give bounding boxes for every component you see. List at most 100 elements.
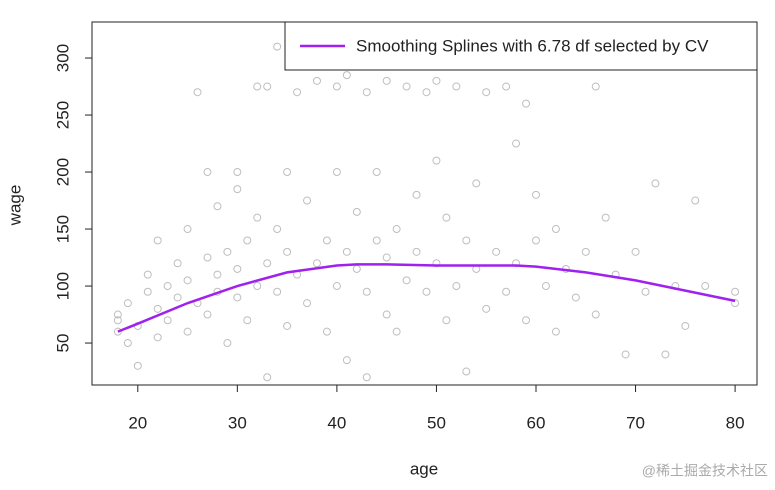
point <box>173 259 182 268</box>
point <box>263 82 272 91</box>
point <box>263 373 272 382</box>
point <box>681 321 690 330</box>
point <box>531 190 540 199</box>
point <box>273 42 282 51</box>
point <box>402 276 411 285</box>
point <box>512 139 521 148</box>
point <box>303 196 312 205</box>
point <box>452 282 461 291</box>
y-tick-label: 150 <box>53 215 72 243</box>
point <box>123 339 132 348</box>
plot-frame <box>91 21 758 386</box>
legend-label: Smoothing Splines with 6.78 df selected … <box>356 36 709 55</box>
x-tick-label: 70 <box>626 413 645 432</box>
point <box>243 236 252 245</box>
point <box>531 236 540 245</box>
point <box>541 282 550 291</box>
point <box>342 356 351 365</box>
point <box>591 310 600 319</box>
point <box>312 76 321 85</box>
point <box>253 82 262 91</box>
point <box>322 327 331 336</box>
point <box>591 82 600 91</box>
point <box>283 168 292 177</box>
x-tick-label: 20 <box>128 413 147 432</box>
point <box>571 293 580 302</box>
point <box>731 287 740 296</box>
y-tick-label: 200 <box>53 158 72 186</box>
point <box>113 316 122 325</box>
x-tick-label: 50 <box>427 413 446 432</box>
x-tick-label: 40 <box>327 413 346 432</box>
point <box>372 168 381 177</box>
point <box>452 82 461 91</box>
point <box>233 168 242 177</box>
y-axis-label: wage <box>5 185 24 227</box>
point <box>173 293 182 302</box>
point <box>203 168 212 177</box>
point <box>432 76 441 85</box>
point <box>143 287 152 296</box>
point <box>233 185 242 194</box>
point <box>641 287 650 296</box>
point <box>462 236 471 245</box>
point <box>362 373 371 382</box>
x-axis-label: age <box>410 459 438 478</box>
point <box>113 310 122 319</box>
point <box>143 270 152 279</box>
point <box>522 99 531 108</box>
point <box>153 333 162 342</box>
point <box>661 350 670 359</box>
point <box>502 287 511 296</box>
point <box>412 190 421 199</box>
point <box>581 247 590 256</box>
point <box>432 156 441 165</box>
point <box>163 282 172 291</box>
y-tick-label: 50 <box>53 334 72 353</box>
point <box>372 236 381 245</box>
point <box>273 287 282 296</box>
point <box>283 247 292 256</box>
point <box>492 247 501 256</box>
point <box>203 253 212 262</box>
x-tick-label: 80 <box>726 413 745 432</box>
point <box>223 247 232 256</box>
point <box>233 293 242 302</box>
point <box>273 225 282 234</box>
point <box>332 168 341 177</box>
point <box>691 196 700 205</box>
point <box>651 179 660 188</box>
point <box>213 270 222 279</box>
point <box>442 316 451 325</box>
point <box>322 236 331 245</box>
point <box>362 88 371 97</box>
point <box>183 276 192 285</box>
point <box>332 282 341 291</box>
legend-box <box>284 21 758 71</box>
point <box>352 207 361 216</box>
point <box>153 304 162 313</box>
point <box>123 299 132 308</box>
point <box>263 259 272 268</box>
point <box>601 213 610 222</box>
point <box>243 316 252 325</box>
point <box>522 316 531 325</box>
x-tick-label: 60 <box>527 413 546 432</box>
point <box>392 225 401 234</box>
point <box>303 299 312 308</box>
point <box>203 310 212 319</box>
point <box>412 247 421 256</box>
point <box>422 287 431 296</box>
point <box>442 213 451 222</box>
point <box>113 327 122 336</box>
point <box>163 316 172 325</box>
y-tick-label: 300 <box>53 44 72 72</box>
point <box>332 82 341 91</box>
point <box>253 213 262 222</box>
point <box>382 76 391 85</box>
point <box>551 327 560 336</box>
point <box>213 202 222 211</box>
point <box>402 82 411 91</box>
x-tick-label: 30 <box>228 413 247 432</box>
point <box>283 321 292 330</box>
